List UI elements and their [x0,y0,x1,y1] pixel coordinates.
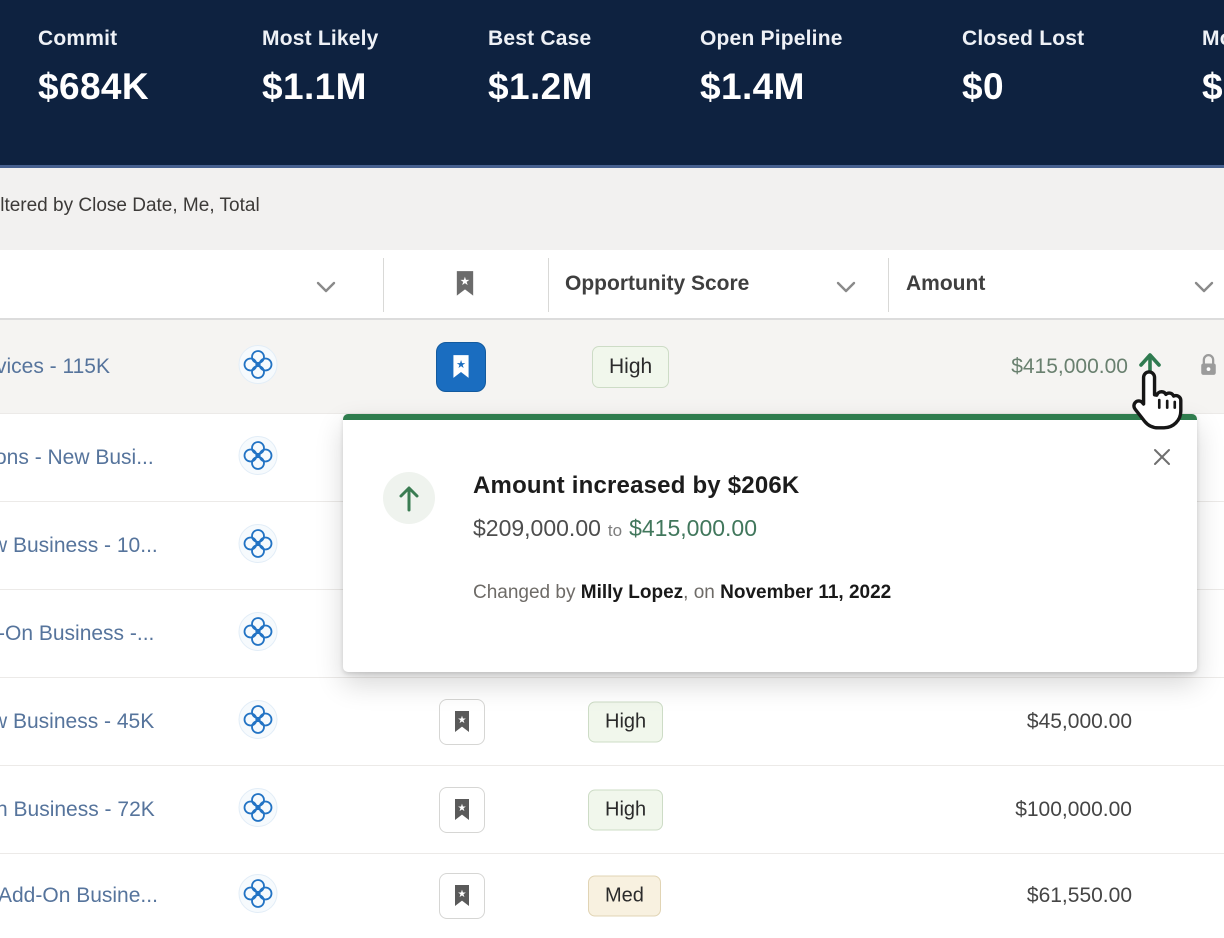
bookmark-star-icon: ★ [453,355,469,378]
changed-by-line: Changed by Milly Lopez, on November 11, … [473,582,891,604]
metric-label: Closed Lost [962,27,1085,50]
favorite-column-bookmark-star-icon[interactable]: ★ [451,268,479,305]
popover-title: Amount increased by $206K [473,472,800,499]
metric-label: Mov [1202,27,1224,50]
favorite-button[interactable]: ★ [439,699,485,745]
einstein-score-icon[interactable] [236,697,280,746]
forecast-summary-bar: Commit $684K Most Likely $1.1M Best Case… [0,0,1224,168]
opportunity-score-badge: High [588,701,664,742]
lock-icon [1196,351,1221,384]
einstein-score-icon[interactable] [236,609,280,658]
table-header: ★ Opportunity Score Amount [0,250,1224,320]
changed-date: November 11, 2022 [720,582,892,603]
opportunity-link[interactable]: vices - 115K [0,354,110,378]
svg-text:★: ★ [458,715,467,726]
to-connector: to [607,521,623,540]
previous-amount: $209,000.00 [473,515,601,541]
opportunity-link[interactable]: w Business - 10... [0,533,158,557]
bookmark-star-icon: ★ [455,799,469,820]
metric-label: Best Case [488,27,592,50]
opportunity-score-sort-chevron-icon[interactable] [836,280,856,298]
changed-by-name: Milly Lopez [580,582,684,603]
new-amount: $415,000.00 [629,515,757,541]
einstein-score-icon[interactable] [236,872,280,921]
metric-value: $0 [962,66,1004,107]
opportunity-link[interactable]: n Business - 72K [0,797,155,821]
svg-text:★: ★ [456,359,466,371]
metric-most-likely: Most Likely $1.1M [262,0,379,108]
amount-sort-chevron-icon[interactable] [1194,280,1214,298]
name-column-sort-chevron-icon[interactable] [316,280,336,298]
metric-label: Commit [38,27,118,50]
svg-text:★: ★ [458,803,467,814]
einstein-score-icon[interactable] [236,433,280,482]
filter-bar: iltered by Close Date, Me, Total [0,168,1224,250]
opportunity-score-badge: Med [588,875,661,917]
amount-increase-arrow-icon[interactable] [1136,349,1164,390]
changed-on-connector: , on [683,582,715,603]
metric-closed-lost: Closed Lost $0 [962,0,1084,108]
opportunity-link[interactable]: -On Business -... [0,621,155,645]
metric-value: $11 [1202,66,1224,107]
amount-value[interactable]: $415,000.00 [1011,354,1128,378]
metric-value: $1.2M [488,66,593,107]
table-row[interactable]: n Business - 72K ★ High $100,000.00 [0,766,1224,854]
metric-commit: Commit $684K [38,0,149,108]
metric-moved: Mov $11 [1202,0,1224,108]
increase-arrow-circle-icon [383,472,435,524]
metric-label: Open Pipeline [700,27,843,50]
einstein-score-icon[interactable] [236,785,280,834]
favorite-button[interactable]: ★ [439,787,485,833]
column-header-amount[interactable]: Amount [906,272,986,295]
metric-open-pipeline: Open Pipeline $1.4M [700,0,843,108]
table-row[interactable]: vices - 115K ★ High $415,000.00 [0,320,1224,414]
column-divider [383,258,384,312]
table-row[interactable]: Add-On Busine... ★ Med $61,550.00 [0,854,1224,938]
column-divider [888,258,889,312]
favorite-button-active[interactable]: ★ [436,342,486,392]
amount-change-detail: $209,000.00 to $415,000.00 [473,515,891,542]
close-icon[interactable] [1151,446,1173,468]
amount-value[interactable]: $61,550.00 [1026,884,1132,907]
metric-best-case: Best Case $1.2M [488,0,593,108]
column-divider [548,258,549,312]
opportunity-link[interactable]: Add-On Busine... [0,884,158,907]
filter-summary-text: iltered by Close Date, Me, Total [0,195,260,216]
metric-value: $1.1M [262,66,367,107]
metric-label: Most Likely [262,27,379,50]
einstein-score-icon[interactable] [236,342,280,391]
column-header-opportunity-score[interactable]: Opportunity Score [565,272,750,295]
metric-value: $684K [38,66,150,107]
favorite-button[interactable]: ★ [439,873,485,919]
bookmark-star-icon: ★ [455,711,469,732]
svg-text:★: ★ [460,275,470,288]
amount-change-popover: Amount increased by $206K $209,000.00 to $… [343,414,1197,672]
opportunity-score-badge: High [592,345,670,388]
popover-content: Amount increased by $206K $209,000.00 to $… [473,472,891,604]
changed-by-prefix: Changed by [473,582,576,603]
svg-text:★: ★ [458,889,467,900]
opportunity-score-badge: High [588,789,664,830]
einstein-score-icon[interactable] [236,521,280,570]
opportunity-link[interactable]: ons - New Busi... [0,445,154,469]
bookmark-star-icon: ★ [455,885,469,906]
amount-value[interactable]: $100,000.00 [1015,797,1132,821]
amount-value[interactable]: $45,000.00 [1026,709,1132,733]
metric-value: $1.4M [700,66,805,107]
table-row[interactable]: w Business - 45K ★ High $45,000.00 [0,678,1224,766]
opportunity-link[interactable]: w Business - 45K [0,709,155,733]
